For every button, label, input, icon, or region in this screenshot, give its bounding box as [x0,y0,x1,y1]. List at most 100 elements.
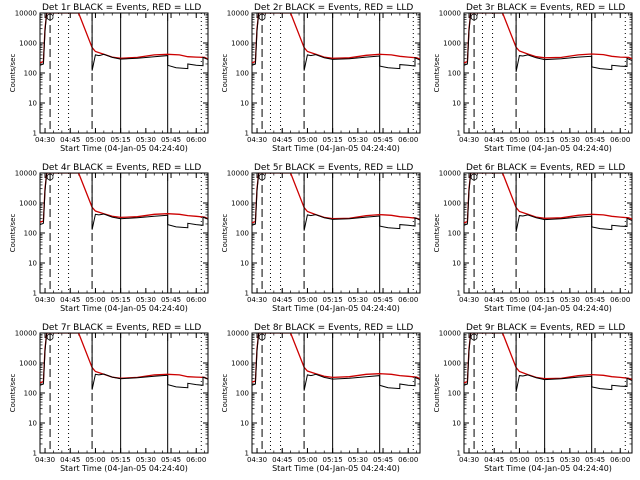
y-tick-label: 10 [452,420,461,428]
x-tick-label: 05:45 [373,296,393,304]
y-tick-label: 1000 [19,360,37,368]
y-tick-label: 10 [452,100,461,108]
x-tick-label: 05:00 [509,136,529,144]
y-tick-label: 100 [448,230,461,238]
y-tick-label: 100 [24,390,37,398]
x-tick-label: 05:00 [509,296,529,304]
y-axis-label: Counts/sec [221,54,229,93]
x-tick-label: 05:00 [85,296,105,304]
x-tick-label: 05:30 [560,296,580,304]
panel-title: Det 1r BLACK = Events, RED = LLD [42,3,201,13]
x-tick-label: 04:30 [247,456,267,464]
x-tick-label: 05:30 [136,136,156,144]
x-tick-label: 04:30 [35,456,55,464]
x-tick-label: 05:45 [373,136,393,144]
x-axis-label: Start Time (04-Jan-05 04:24:40) [60,464,188,473]
flag-marker [167,12,173,21]
x-tick-label: 06:00 [186,456,206,464]
x-tick-label: 06:00 [186,136,206,144]
y-axis-label: Counts/sec [433,214,441,253]
y-axis-label: Counts/sec [433,374,441,413]
flag-marker [591,12,597,21]
y-tick-label: 100 [236,70,249,78]
events-series-line [252,173,420,231]
events-series-line [464,173,632,232]
x-tick-label: 05:45 [373,456,393,464]
y-tick-label: 1000 [231,40,249,48]
y-axis-label: Counts/sec [9,374,17,413]
x-tick-label: 04:30 [247,136,267,144]
lld-series-line [252,333,420,383]
panel-title: Det 2r BLACK = Events, RED = LLD [254,3,413,13]
events-series-line [40,333,208,390]
x-tick-label: 05:15 [535,136,555,144]
x-tick-label: 05:00 [85,136,105,144]
x-axis-label: Start Time (04-Jan-05 04:24:40) [272,144,400,153]
flag-marker [46,173,54,181]
x-tick-label: 04:45 [272,456,292,464]
plot-frame [463,12,633,134]
x-axis-label: Start Time (04-Jan-05 04:24:40) [484,304,612,313]
y-tick-label: 10000 [15,330,37,338]
flag-marker [379,12,385,21]
x-tick-label: 04:45 [60,296,80,304]
plot-frame [463,172,633,294]
x-tick-label: 04:45 [272,296,292,304]
y-tick-label: 100 [236,230,249,238]
y-tick-label: 100 [236,390,249,398]
y-tick-label: 1000 [231,360,249,368]
y-tick-label: 10000 [439,10,461,18]
flag-marker [258,333,266,341]
x-tick-label: 04:30 [35,136,55,144]
y-tick-label: 1 [33,450,37,458]
y-tick-label: 10000 [439,330,461,338]
x-axis-label: Start Time (04-Jan-05 04:24:40) [484,144,612,153]
events-series-line [40,13,208,71]
y-tick-label: 100 [24,230,37,238]
events-series-line [252,333,420,391]
x-tick-label: 05:45 [161,456,181,464]
x-tick-label: 05:45 [585,136,605,144]
y-tick-label: 1000 [19,40,37,48]
x-axis-label: Start Time (04-Jan-05 04:24:40) [272,304,400,313]
x-tick-label: 05:30 [560,456,580,464]
x-tick-label: 05:30 [348,136,368,144]
x-tick-label: 05:00 [509,456,529,464]
flag-marker [470,13,478,21]
flag-marker [258,173,266,181]
y-tick-label: 1 [33,130,37,138]
x-tick-label: 05:30 [136,456,156,464]
y-tick-label: 10 [28,420,37,428]
y-tick-label: 10000 [15,170,37,178]
flag-marker [46,333,54,341]
panel-title: Det 5r BLACK = Events, RED = LLD [254,163,413,173]
x-tick-label: 05:45 [161,136,181,144]
y-tick-label: 100 [448,390,461,398]
x-tick-label: 05:00 [297,456,317,464]
flag-marker [258,13,266,21]
y-tick-label: 10 [240,260,249,268]
events-series-line [40,173,208,230]
x-tick-label: 05:30 [560,136,580,144]
x-axis-label: Start Time (04-Jan-05 04:24:40) [60,304,188,313]
plot-frame [39,172,209,294]
x-tick-label: 05:30 [136,296,156,304]
x-tick-label: 04:30 [459,296,479,304]
flag-marker [46,13,54,21]
y-tick-label: 1000 [443,40,461,48]
x-tick-label: 05:15 [111,296,131,304]
x-tick-label: 05:45 [585,296,605,304]
plot-frame [463,332,633,454]
y-tick-label: 1 [457,450,461,458]
x-tick-label: 05:15 [111,136,131,144]
x-tick-label: 04:45 [484,456,504,464]
x-axis-label: Start Time (04-Jan-05 04:24:40) [272,464,400,473]
y-tick-label: 1 [457,130,461,138]
x-tick-label: 05:00 [297,136,317,144]
y-tick-label: 1 [245,450,249,458]
y-tick-label: 100 [24,70,37,78]
y-axis-label: Counts/sec [221,214,229,253]
x-tick-label: 05:30 [348,296,368,304]
x-tick-label: 06:00 [610,456,630,464]
y-tick-label: 10000 [227,170,249,178]
